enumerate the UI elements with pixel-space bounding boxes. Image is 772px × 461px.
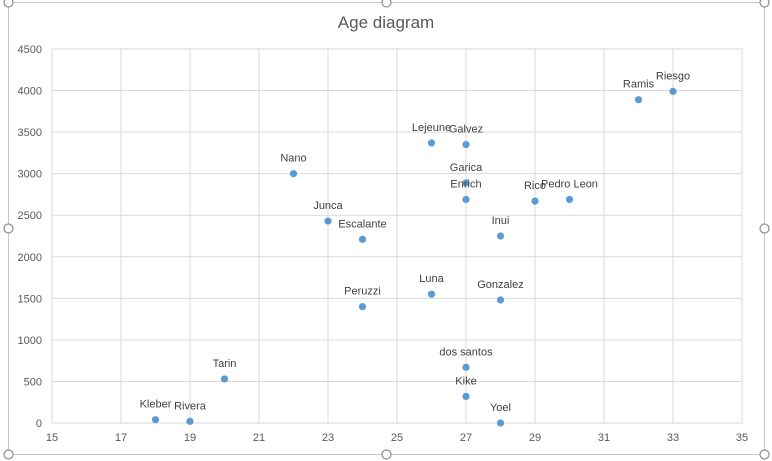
chart-title: Age diagram bbox=[338, 13, 434, 32]
x-tick-label: 33 bbox=[667, 432, 679, 444]
data-point[interactable] bbox=[427, 139, 436, 147]
data-point[interactable] bbox=[462, 140, 470, 149]
y-tick-label: 3000 bbox=[18, 169, 42, 181]
data-point[interactable] bbox=[669, 87, 677, 95]
data-point[interactable] bbox=[496, 419, 505, 427]
data-point[interactable] bbox=[151, 416, 160, 424]
data-label: Inui bbox=[492, 215, 510, 227]
data-label: Escalante bbox=[338, 218, 386, 230]
y-tick-label: 2500 bbox=[18, 210, 42, 222]
y-tick-label: 500 bbox=[24, 376, 42, 388]
y-tick-label: 1500 bbox=[18, 293, 42, 305]
x-tick-label: 29 bbox=[529, 432, 541, 444]
data-point[interactable] bbox=[531, 197, 539, 205]
data-point[interactable] bbox=[324, 217, 332, 225]
resize-handle[interactable] bbox=[3, 0, 14, 8]
data-label: Riesgo bbox=[656, 70, 690, 82]
data-label: Pedro Leon bbox=[541, 178, 598, 190]
resize-handle[interactable] bbox=[381, 0, 392, 8]
data-label: Nano bbox=[280, 153, 306, 165]
data-labels: Kleber Rivera Tarin Nano Junca Escalante Peruz… bbox=[140, 70, 691, 414]
data-label: Rico bbox=[524, 180, 546, 192]
data-point[interactable] bbox=[220, 375, 229, 383]
data-point[interactable] bbox=[358, 303, 367, 311]
x-tick-label: 23 bbox=[322, 432, 334, 444]
x-tick-label: 31 bbox=[598, 432, 610, 444]
data-label: Galvez bbox=[449, 124, 483, 136]
data-point[interactable] bbox=[496, 296, 505, 304]
data-point[interactable] bbox=[565, 195, 574, 204]
data-point[interactable] bbox=[462, 392, 470, 401]
data-point[interactable] bbox=[358, 235, 367, 243]
data-point[interactable] bbox=[427, 290, 436, 298]
data-label: Tarin bbox=[213, 358, 237, 370]
x-tick-label: 25 bbox=[391, 432, 403, 444]
data-label: Garica bbox=[450, 162, 483, 174]
y-tick-label: 4500 bbox=[18, 44, 42, 56]
data-point[interactable] bbox=[186, 417, 194, 425]
data-label: Ramis bbox=[623, 79, 655, 91]
y-tick-label: 2000 bbox=[18, 252, 42, 264]
x-tick-label: 15 bbox=[46, 432, 58, 444]
y-tick-label: 0 bbox=[36, 418, 42, 430]
resize-handle[interactable] bbox=[381, 449, 392, 460]
y-tick-label: 1000 bbox=[18, 335, 42, 347]
data-label: Junca bbox=[313, 200, 343, 212]
resize-handle[interactable] bbox=[759, 449, 770, 460]
data-point[interactable] bbox=[496, 232, 505, 240]
data-point[interactable] bbox=[462, 363, 470, 371]
data-label: dos santos bbox=[439, 346, 493, 358]
x-tick-label: 17 bbox=[115, 432, 127, 444]
data-point[interactable] bbox=[289, 170, 298, 178]
x-tick-label: 35 bbox=[736, 432, 748, 444]
resize-handle[interactable] bbox=[759, 0, 770, 8]
resize-handle[interactable] bbox=[759, 223, 770, 234]
data-label: Peruzzi bbox=[344, 286, 381, 298]
data-point[interactable] bbox=[462, 179, 470, 187]
y-tick-label: 3500 bbox=[18, 127, 42, 139]
resize-handle[interactable] bbox=[3, 223, 14, 234]
data-label: Luna bbox=[419, 273, 444, 285]
data-point[interactable] bbox=[462, 195, 470, 204]
data-label: Rivera bbox=[174, 400, 207, 412]
data-label: Yoel bbox=[490, 402, 511, 414]
data-label: Kleber bbox=[140, 399, 172, 411]
axis-tick-labels: 15 17 19 21 23 25 27 29 31 33 35 0 500 1000 1500 2000 25… bbox=[18, 44, 749, 444]
data-label: Kike bbox=[455, 375, 476, 387]
data-point[interactable] bbox=[634, 96, 643, 104]
x-tick-label: 19 bbox=[184, 432, 196, 444]
resize-handle[interactable] bbox=[3, 449, 14, 460]
data-label: Gonzalez bbox=[477, 279, 523, 291]
y-tick-label: 4000 bbox=[18, 86, 42, 98]
gridlines bbox=[51, 48, 743, 424]
resize-handles[interactable] bbox=[3, 0, 770, 460]
data-label: Enrich bbox=[450, 178, 481, 190]
data-points bbox=[151, 87, 677, 427]
x-tick-label: 27 bbox=[460, 432, 472, 444]
x-tick-label: 21 bbox=[253, 432, 265, 444]
data-label: Lejeune bbox=[412, 122, 451, 134]
